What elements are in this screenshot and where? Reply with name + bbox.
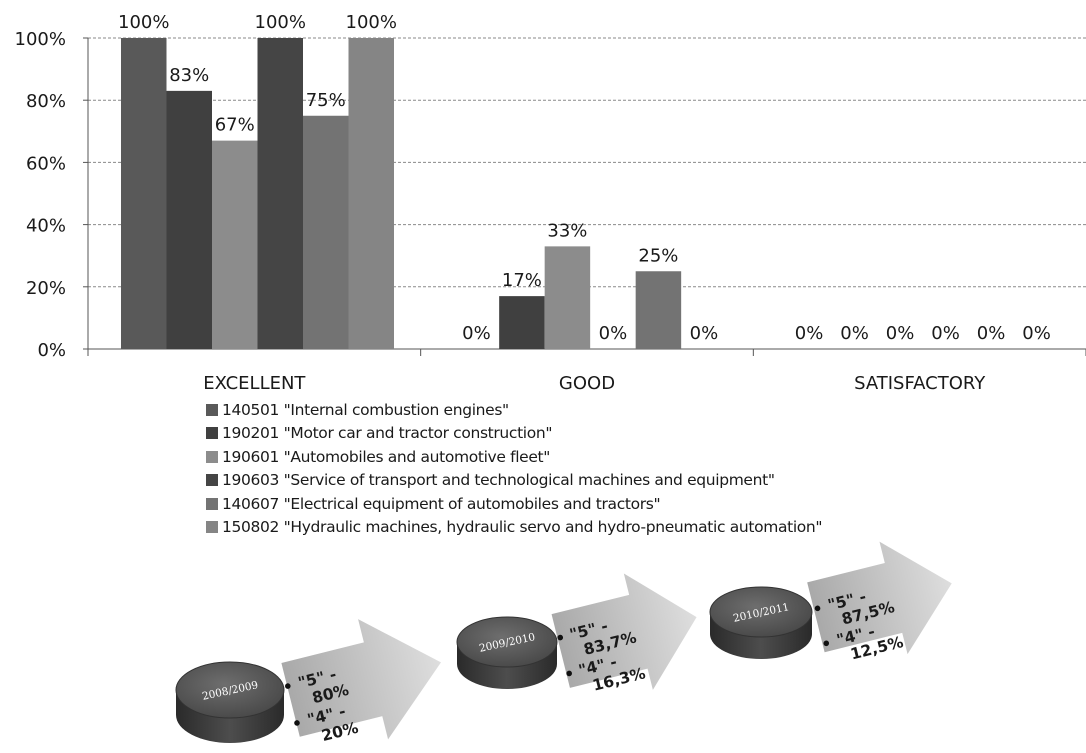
legend-label: 190601 "Automobiles and automotive fleet… — [222, 447, 551, 466]
legend-label: 190201 "Motor car and tractor constructi… — [222, 424, 553, 443]
y-tick-label: 60% — [26, 153, 66, 174]
y-tick-label: 0% — [37, 340, 66, 361]
legend-label: 190603 "Service of transport and technol… — [222, 471, 775, 490]
data-label: 0% — [931, 323, 960, 344]
legend-item: 140607 "Electrical equipment of automobi… — [206, 492, 822, 516]
y-tick-label: 100% — [15, 29, 66, 50]
data-label: 75% — [306, 90, 346, 111]
disc-top — [456, 616, 558, 668]
legend-swatch — [206, 474, 218, 487]
legend-item: 190601 "Automobiles and automotive fleet… — [206, 445, 822, 469]
data-label: 0% — [690, 323, 719, 344]
year-infographic-2010-2011: 2010/2011 "5" - 87,5% "4" - 12,5% — [709, 541, 952, 663]
y-tick-label: 40% — [26, 216, 66, 237]
bar — [166, 90, 212, 350]
data-label: 100% — [255, 12, 306, 33]
legend-item: 190201 "Motor car and tractor constructi… — [206, 422, 822, 446]
bullet-dot — [814, 605, 821, 612]
arrow-shape — [281, 619, 441, 740]
legend-item: 190603 "Service of transport and technol… — [206, 469, 822, 493]
data-label: 100% — [118, 12, 169, 33]
bullet-dot — [294, 720, 300, 726]
bar — [212, 140, 258, 349]
year-infographic-2008-2009: 2008/2009 "5" - 80% "4" - 20% — [175, 619, 441, 745]
axes: 0% 20% 40% 60% 80% 100% EXCELLENT GOOD SATISFACT… — [15, 29, 1086, 394]
disc-top — [175, 661, 285, 719]
legend-swatch — [206, 427, 218, 440]
legend-label: 150802 "Hydraulic machines, hydraulic se… — [222, 518, 823, 537]
data-label: 33% — [547, 220, 587, 241]
legend-swatch — [206, 450, 218, 463]
data-label: 100% — [346, 12, 397, 33]
bar — [544, 246, 591, 349]
data-label: 83% — [169, 65, 209, 86]
legend-swatch — [206, 497, 218, 510]
arrow-shape — [551, 573, 697, 690]
bar — [499, 296, 545, 349]
bars — [121, 38, 682, 350]
arrow-shape — [807, 541, 952, 655]
data-label: 0% — [795, 323, 824, 344]
legend-swatch — [206, 521, 218, 534]
chart-legend: 140501 "Internal combustion engines" 190… — [206, 398, 823, 540]
disc-top — [709, 586, 813, 638]
data-label: 25% — [638, 245, 678, 266]
data-label: 0% — [599, 323, 628, 344]
data-label: 0% — [977, 323, 1006, 344]
bullet-dot — [566, 670, 572, 677]
data-label: 0% — [462, 323, 491, 344]
legend-item: 150802 "Hydraulic machines, hydraulic se… — [206, 516, 823, 540]
bar — [348, 38, 394, 349]
legend-label: 140607 "Electrical equipment of automobi… — [222, 494, 661, 513]
x-category-label: GOOD — [559, 373, 615, 394]
bullet-dot — [823, 640, 830, 647]
x-category-label: SATISFACTORY — [854, 373, 986, 394]
bullet-dot — [285, 683, 291, 689]
x-category-label: EXCELLENT — [203, 373, 306, 394]
bar — [303, 115, 349, 349]
bar — [635, 271, 682, 349]
data-label: 0% — [886, 323, 915, 344]
data-label: 0% — [840, 323, 869, 344]
legend-item: 140501 "Internal combustion engines" — [206, 398, 822, 422]
legend-swatch — [206, 403, 218, 416]
bar — [121, 38, 167, 349]
year-infographic-2009-2010: 2009/2010 "5" - 83,7% "4" - 16,3% — [456, 573, 697, 695]
data-label: 17% — [502, 270, 542, 291]
bar — [257, 38, 303, 349]
data-label: 67% — [215, 115, 255, 136]
y-tick-label: 80% — [26, 91, 66, 112]
legend-label: 140501 "Internal combustion engines" — [222, 400, 509, 419]
bullet-dot — [557, 634, 564, 641]
y-tick-label: 20% — [26, 278, 66, 299]
data-label: 0% — [1022, 323, 1051, 344]
data-labels: 100% 83% 67% 100% 75% 100% 0% 17% 33% 0% 25% 0% 0% 0%… — [118, 12, 1051, 344]
